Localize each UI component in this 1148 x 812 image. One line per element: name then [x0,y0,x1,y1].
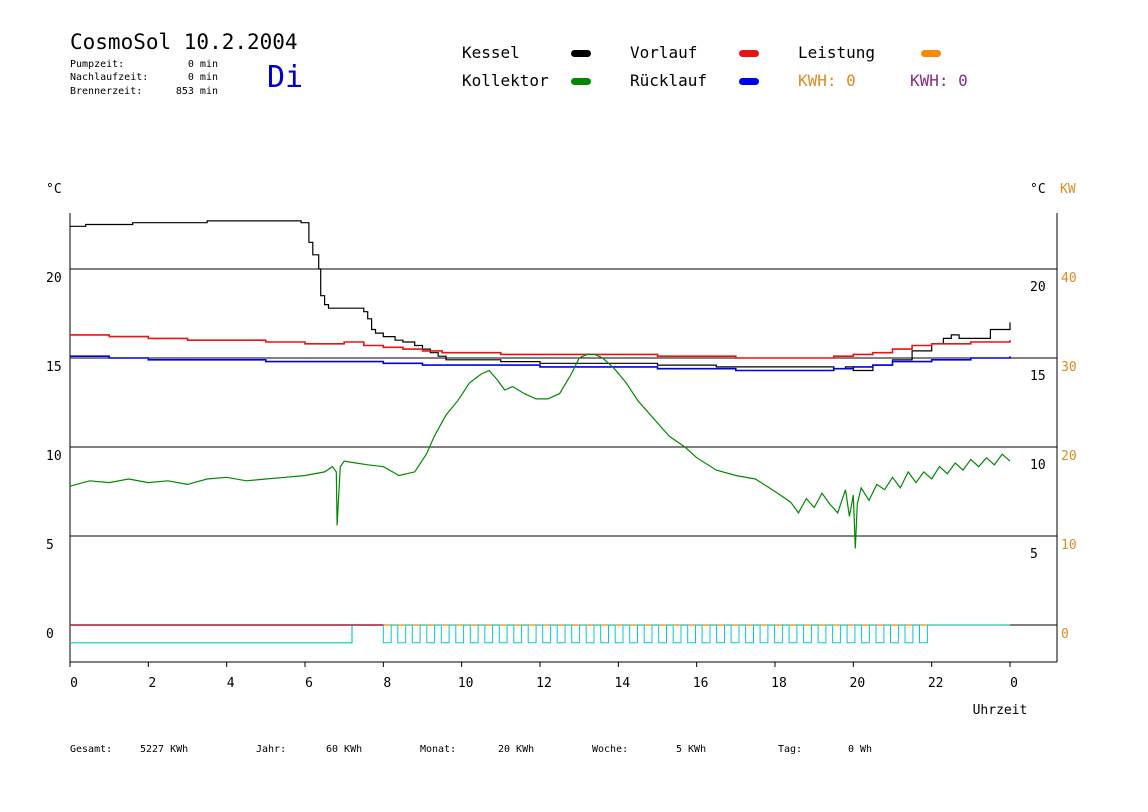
x-tick-label: 10 [458,676,474,691]
x-tick-label: 0 [1010,676,1018,691]
footer-tag-value: 0 Wh [848,744,873,755]
y-kw-axis-label: KW [1060,182,1076,197]
x-tick-label: 4 [227,676,235,691]
legend-kessel-label: Kessel [462,43,520,62]
x-tick-label: 14 [615,676,631,691]
y-kw-tick-label: 10 [1061,538,1077,553]
legend-kollektor-swatch [571,78,591,85]
x-tick-label: 8 [383,676,391,691]
y-right-tick-label: 20 [1030,280,1046,295]
weekday-label: Di [267,60,304,95]
y-kw-tick-label: 40 [1061,271,1077,286]
stat-pumpzeit-label: Pumpzeit: [70,59,125,70]
footer-jahr-label: Jahr: [256,744,287,755]
x-tick-label: 6 [305,676,313,691]
footer-monat-label: Monat: [420,744,457,755]
legend-kwh-second: KWH: 0 [910,71,968,90]
legend-leistung-label: Leistung [798,43,876,62]
y-left-tick-label: 5 [46,538,54,553]
legend-kessel-swatch [571,50,591,57]
x-tick-label: 2 [148,676,156,691]
x-tick-label: 0 [70,676,78,691]
y-kw-tick-label: 20 [1061,449,1077,464]
x-tick-label: 18 [771,676,787,691]
stat-nachlaufzeit-value: 0 min [187,72,218,83]
stat-brennerzeit-label: Brennerzeit: [70,86,143,97]
y-right-tick-label: 5 [1030,547,1038,562]
y-left-axis-label: °C [46,182,62,197]
footer-woche-label: Woche: [592,744,629,755]
series-line-vorlauf [70,334,1011,359]
legend-ruecklauf-label: Rücklauf [630,71,708,90]
stat-brennerzeit-value: 853 min [175,86,218,97]
y-left-tick-label: 10 [46,449,62,464]
legend-vorlauf-swatch [739,50,759,57]
series-line-pumpe [70,625,353,644]
series-line-kollektor [69,353,1011,549]
series-line-ruecklauf [70,355,1011,372]
x-tick-label: 20 [850,676,866,691]
stat-pumpzeit-value: 0 min [187,59,218,70]
legend-vorlauf-label: Vorlauf [630,43,698,62]
x-axis-label: Uhrzeit [973,703,1028,718]
legend-ruecklauf-swatch [739,78,759,85]
x-tick-label: 16 [693,676,709,691]
y-kw-tick-label: 30 [1061,360,1077,375]
y-right-tick-label: 15 [1030,369,1046,384]
page-title: CosmoSol 10.2.2004 [70,30,298,54]
footer-jahr-value: 60 KWh [326,744,363,755]
series-line-kessel [70,220,1011,372]
footer-gesamt-label: Gesamt: [70,744,113,755]
legend-kollektor-label: Kollektor [462,71,549,90]
y-left-tick-label: 15 [46,360,62,375]
legend-leistung-swatch [921,50,941,57]
y-left-tick-label: 0 [46,627,54,642]
x-tick-label: 12 [536,676,552,691]
footer-gesamt-value: 5227 KWh [140,744,189,755]
y-right-tick-label: 10 [1030,458,1046,473]
y-right-axis-label: °C [1030,182,1046,197]
footer-tag-label: Tag: [778,744,803,755]
series-line-pump-cycles [381,624,1010,644]
footer-woche-value: 5 KWh [676,744,707,755]
stat-nachlaufzeit-label: Nachlaufzeit: [70,72,149,83]
y-kw-tick-label: 0 [1061,627,1069,642]
y-left-tick-label: 20 [46,271,62,286]
footer-monat-value: 20 KWh [498,744,535,755]
legend-kwh-leistung: KWH: 0 [798,71,856,90]
x-tick-label: 22 [928,676,944,691]
